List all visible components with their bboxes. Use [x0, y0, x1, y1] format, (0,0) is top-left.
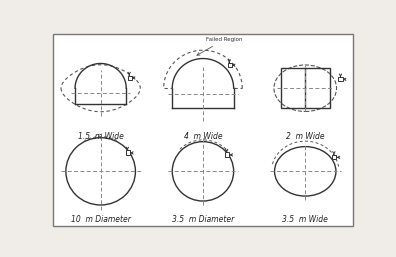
Text: 4  m Wide: 4 m Wide [184, 132, 222, 141]
Text: 2  m Wide: 2 m Wide [286, 132, 325, 141]
Text: 3.5  m Wide: 3.5 m Wide [282, 215, 328, 224]
FancyBboxPatch shape [53, 34, 353, 226]
Text: 10  m Diameter: 10 m Diameter [71, 215, 131, 224]
Bar [128, 76, 132, 80]
Bar [126, 151, 130, 154]
Text: 3.5  m Diameter: 3.5 m Diameter [172, 215, 234, 224]
Bar [228, 63, 232, 67]
Bar [281, 68, 330, 108]
Text: 1.5  m Wide: 1.5 m Wide [78, 132, 124, 141]
Bar [225, 152, 229, 157]
Bar [339, 77, 343, 81]
Bar [332, 155, 337, 159]
Text: Failed Region: Failed Region [197, 37, 242, 55]
